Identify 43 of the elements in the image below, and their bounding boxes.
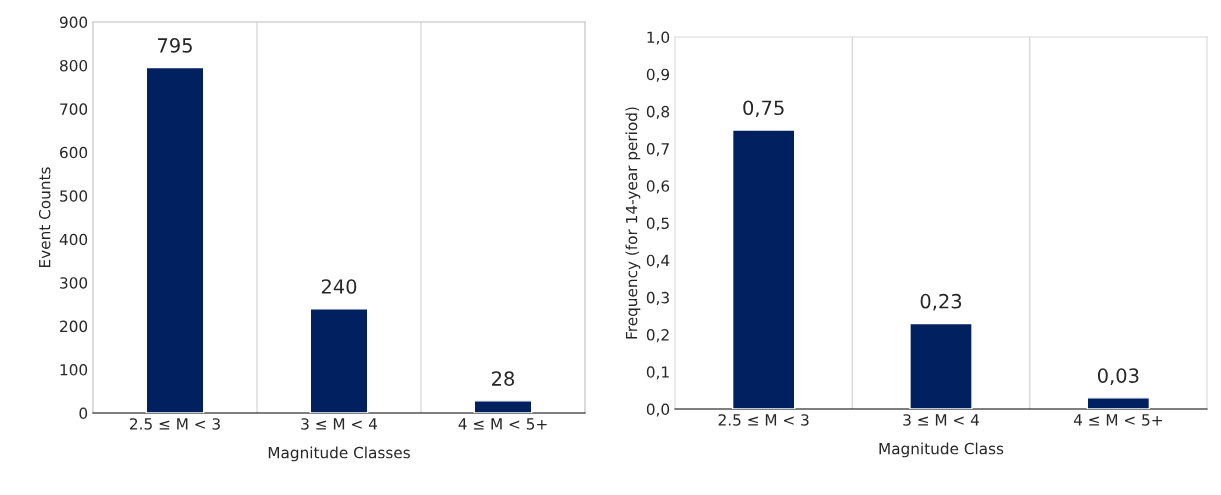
y-tick-label: 0,7 <box>646 143 669 157</box>
y-tick-label: 0,5 <box>646 217 669 231</box>
y-tick-label: 800 <box>60 59 88 72</box>
bar <box>309 308 369 413</box>
data-label: 795 <box>158 38 192 53</box>
bar <box>731 129 796 409</box>
y-tick-label: 0,0 <box>646 403 670 417</box>
y-tick-label: 500 <box>60 190 88 202</box>
y-tick-label: 400 <box>59 233 88 246</box>
y-tick-label: 0,4 <box>646 254 670 268</box>
y-tick-label: 0,1 <box>646 366 669 380</box>
data-label: 0,75 <box>743 100 784 118</box>
bar <box>1086 397 1151 409</box>
y-tick-label: 700 <box>60 103 88 115</box>
data-label: 240 <box>321 279 357 294</box>
x-tick-label: 2.5 ≤ M < 3 <box>130 418 220 430</box>
x-tick-label: 3 ≤ M < 4 <box>301 418 377 430</box>
y-tick-label: 0,2 <box>646 329 669 343</box>
y-tick-label: 600 <box>60 146 88 159</box>
y-tick-label: 0,9 <box>646 68 670 82</box>
data-label: 0,03 <box>1097 368 1139 385</box>
y-tick-label: 0,3 <box>646 291 669 305</box>
data-label: 0,23 <box>920 293 962 311</box>
y-tick-label: 0,6 <box>646 180 670 194</box>
bar <box>145 66 205 413</box>
y-axis-title: Frequency (for 14-year period) <box>625 107 641 339</box>
y-tick-label: 300 <box>60 277 88 289</box>
bar <box>473 400 533 413</box>
x-tick-label: 3 ≤ M < 4 <box>903 414 979 426</box>
y-tick-label: 0 <box>79 407 88 420</box>
y-tick-label: 1,0 <box>647 31 670 45</box>
bar <box>909 322 973 409</box>
x-tick-label: 4 ≤ M < 5+ <box>458 418 547 430</box>
y-tick-label: 900 <box>59 16 88 29</box>
data-label: 28 <box>492 371 515 386</box>
x-tick-label: 2.5 ≤ M < 3 <box>718 414 809 426</box>
y-tick-label: 0,8 <box>646 105 670 119</box>
x-tick-label: 4 ≤ M < 5+ <box>1073 414 1162 426</box>
y-axis-title: Event Counts <box>38 167 51 267</box>
y-tick-label: 200 <box>60 320 88 333</box>
x-axis-title: Magnitude Classes <box>268 446 410 462</box>
x-axis-title: Magnitude Class <box>879 442 1004 458</box>
y-tick-label: 100 <box>60 364 88 376</box>
